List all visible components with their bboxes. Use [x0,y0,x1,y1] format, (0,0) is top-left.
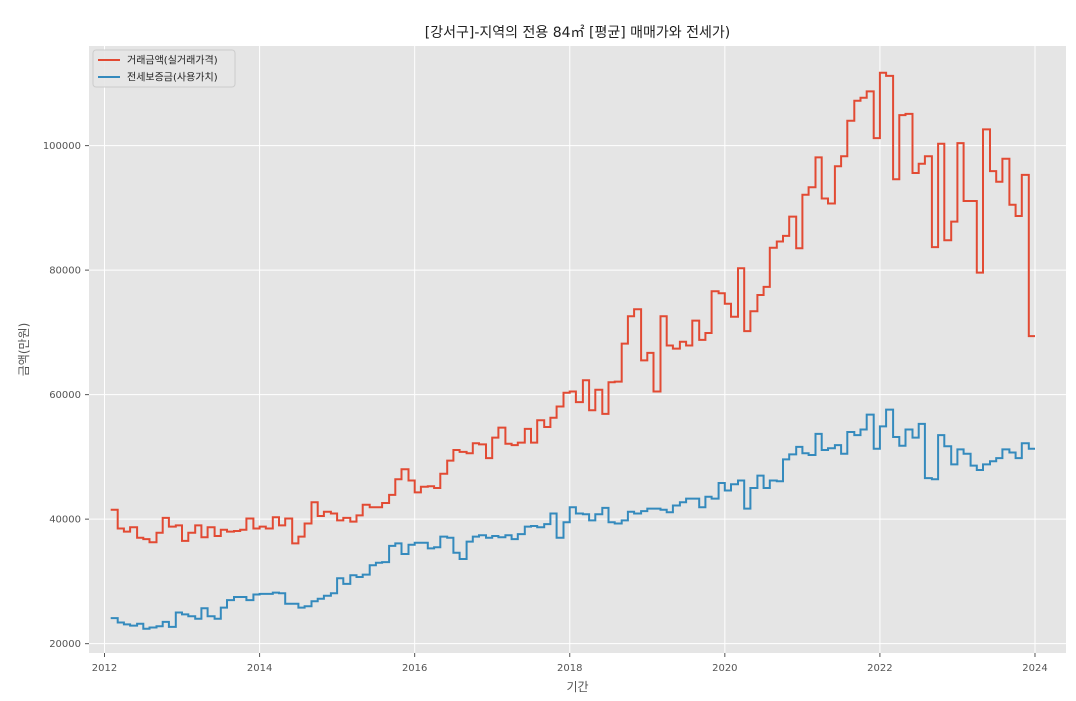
y-tick-label: 20000 [49,639,81,650]
y-axis-label: 금액(만원) [17,323,31,377]
x-tick-label: 2012 [92,663,117,674]
x-axis-label: 기간 [566,680,588,694]
y-tick-label: 40000 [49,515,81,526]
y-tick-label: 60000 [49,390,81,401]
x-tick-label: 2016 [402,663,427,674]
legend-entry-jeonse-deposit: 전세보증금(사용가치) [127,72,218,84]
y-axis: 20000 40000 60000 80000 100000 [43,141,89,650]
x-axis: 2012 2014 2016 2018 2020 2022 2024 [92,653,1048,674]
x-tick-label: 2014 [247,663,272,674]
legend: 거래금액(실거래가격) 전세보증금(사용가치) [92,49,236,88]
series-line-jeonse-deposit [110,408,1035,630]
series-line-trade-price [110,71,1035,545]
chart-title: [강서구]-지역의 전용 84㎡ [평균] 매매가와 전세가) [425,25,730,41]
series-layer [110,71,1035,630]
x-tick-label: 2022 [867,663,892,674]
y-tick-label: 80000 [49,266,81,277]
x-tick-label: 2020 [712,663,737,674]
legend-box [92,49,236,88]
x-tick-label: 2024 [1022,663,1047,674]
y-tick-label: 100000 [43,141,81,152]
plot-area [89,46,1066,653]
x-tick-label: 2018 [557,663,582,674]
legend-entry-trade-price: 거래금액(실거래가격) [127,54,218,67]
grid-lines [89,46,1066,653]
